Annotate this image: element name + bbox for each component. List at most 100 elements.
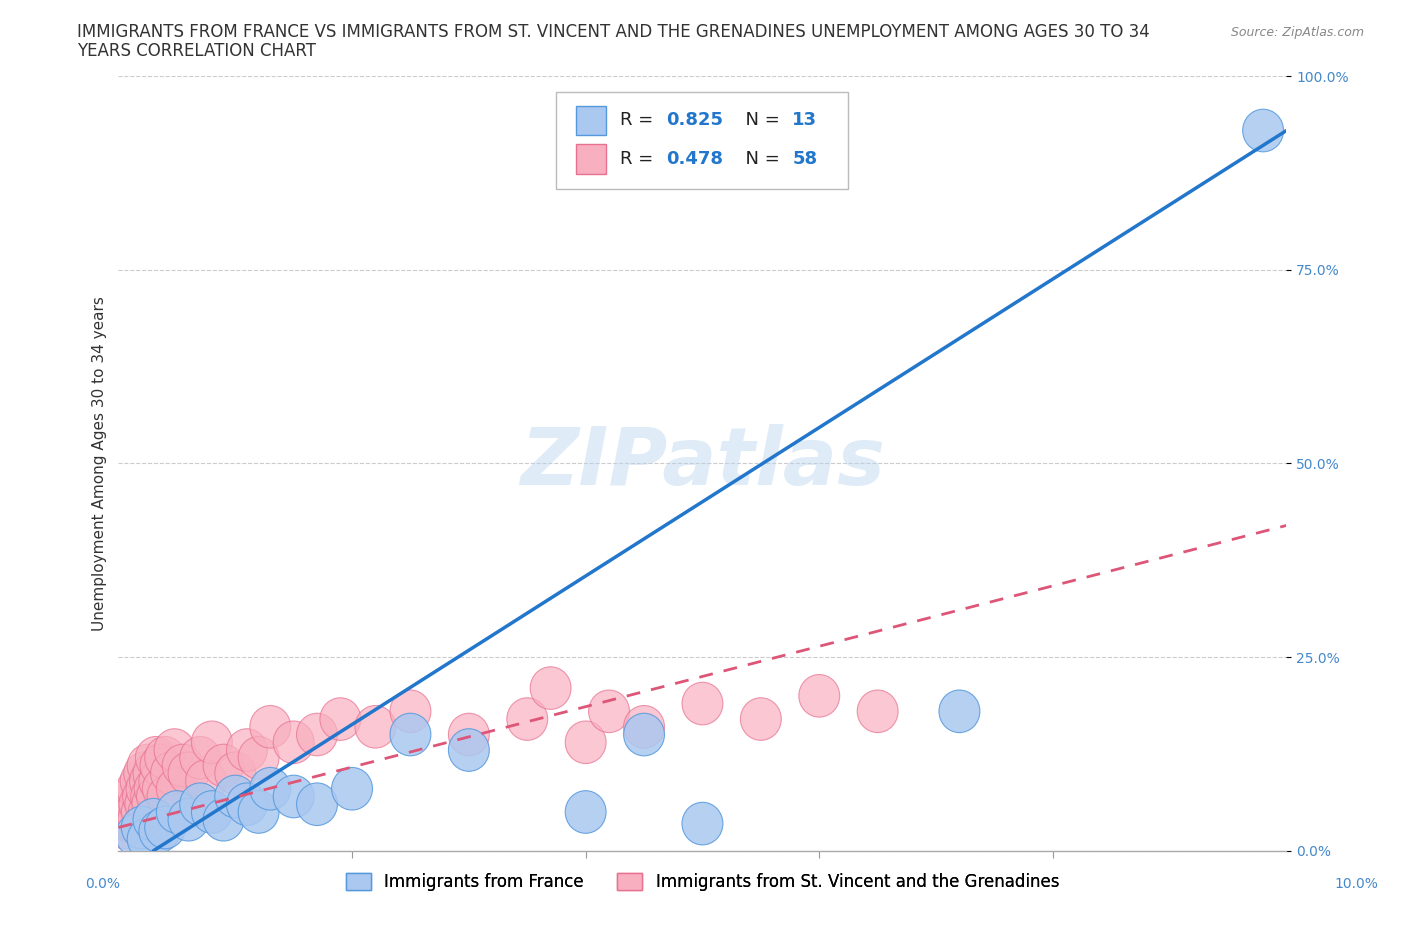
- Ellipse shape: [134, 752, 174, 794]
- Ellipse shape: [142, 767, 183, 810]
- Ellipse shape: [110, 783, 150, 826]
- Ellipse shape: [250, 767, 291, 810]
- Ellipse shape: [156, 790, 197, 833]
- Ellipse shape: [139, 760, 180, 803]
- Ellipse shape: [449, 729, 489, 771]
- Ellipse shape: [449, 713, 489, 756]
- Ellipse shape: [332, 767, 373, 810]
- Ellipse shape: [799, 674, 839, 717]
- Ellipse shape: [169, 799, 209, 841]
- Ellipse shape: [118, 799, 159, 841]
- FancyBboxPatch shape: [576, 144, 606, 174]
- Ellipse shape: [127, 767, 167, 810]
- Ellipse shape: [156, 767, 197, 810]
- FancyBboxPatch shape: [557, 92, 848, 189]
- Ellipse shape: [141, 744, 181, 787]
- Ellipse shape: [117, 767, 157, 810]
- Ellipse shape: [565, 790, 606, 833]
- Ellipse shape: [506, 698, 548, 740]
- Ellipse shape: [354, 706, 396, 748]
- Ellipse shape: [624, 713, 665, 756]
- Ellipse shape: [134, 767, 176, 810]
- Text: R =: R =: [620, 112, 658, 129]
- Ellipse shape: [624, 706, 665, 748]
- Ellipse shape: [129, 760, 170, 803]
- Ellipse shape: [180, 737, 221, 779]
- Ellipse shape: [132, 783, 173, 826]
- Ellipse shape: [191, 790, 232, 833]
- Ellipse shape: [682, 803, 723, 844]
- Ellipse shape: [273, 776, 314, 817]
- Ellipse shape: [107, 799, 148, 841]
- Ellipse shape: [530, 667, 571, 710]
- Ellipse shape: [122, 776, 163, 817]
- Text: N =: N =: [734, 112, 786, 129]
- Ellipse shape: [135, 737, 176, 779]
- Text: 13: 13: [793, 112, 817, 129]
- Ellipse shape: [121, 806, 162, 849]
- Ellipse shape: [104, 806, 145, 849]
- Ellipse shape: [169, 752, 209, 794]
- Text: 0.478: 0.478: [666, 150, 723, 168]
- Ellipse shape: [741, 698, 782, 740]
- Ellipse shape: [589, 690, 630, 733]
- Text: 58: 58: [793, 150, 817, 168]
- Ellipse shape: [191, 721, 232, 764]
- Ellipse shape: [215, 752, 256, 794]
- Ellipse shape: [115, 790, 156, 833]
- Ellipse shape: [202, 799, 245, 841]
- Ellipse shape: [107, 790, 148, 833]
- Ellipse shape: [297, 783, 337, 826]
- Text: N =: N =: [734, 150, 786, 168]
- Ellipse shape: [145, 806, 186, 849]
- Ellipse shape: [125, 783, 166, 826]
- Ellipse shape: [136, 776, 177, 817]
- Text: YEARS CORRELATION CHART: YEARS CORRELATION CHART: [77, 42, 316, 60]
- Ellipse shape: [180, 783, 221, 826]
- Text: Source: ZipAtlas.com: Source: ZipAtlas.com: [1230, 26, 1364, 39]
- Ellipse shape: [858, 690, 898, 733]
- Ellipse shape: [134, 799, 174, 841]
- Ellipse shape: [162, 744, 202, 787]
- Ellipse shape: [114, 776, 155, 817]
- Ellipse shape: [565, 721, 606, 764]
- Ellipse shape: [682, 683, 723, 724]
- Ellipse shape: [115, 814, 156, 857]
- Ellipse shape: [127, 744, 169, 787]
- Ellipse shape: [127, 817, 169, 860]
- Ellipse shape: [389, 690, 430, 733]
- Ellipse shape: [1243, 109, 1284, 152]
- Ellipse shape: [124, 752, 165, 794]
- Text: R =: R =: [620, 150, 658, 168]
- Ellipse shape: [238, 737, 278, 779]
- Ellipse shape: [297, 713, 337, 756]
- Text: 0.825: 0.825: [666, 112, 723, 129]
- Ellipse shape: [226, 783, 267, 826]
- Ellipse shape: [131, 776, 172, 817]
- Ellipse shape: [215, 776, 256, 817]
- Ellipse shape: [120, 760, 162, 803]
- Legend: Immigrants from France, Immigrants from St. Vincent and the Grenadines: Immigrants from France, Immigrants from …: [339, 867, 1066, 898]
- Ellipse shape: [155, 729, 195, 771]
- Ellipse shape: [273, 721, 314, 764]
- Ellipse shape: [112, 799, 153, 841]
- FancyBboxPatch shape: [576, 106, 606, 135]
- Ellipse shape: [148, 776, 188, 817]
- Y-axis label: Unemployment Among Ages 30 to 34 years: Unemployment Among Ages 30 to 34 years: [93, 296, 107, 631]
- Ellipse shape: [321, 698, 361, 740]
- Text: 0.0%: 0.0%: [86, 877, 120, 891]
- Ellipse shape: [121, 790, 162, 833]
- Ellipse shape: [202, 744, 245, 787]
- Text: 10.0%: 10.0%: [1334, 877, 1379, 891]
- Ellipse shape: [128, 790, 169, 833]
- Text: ZIPatlas: ZIPatlas: [520, 424, 884, 502]
- Ellipse shape: [939, 690, 980, 733]
- Ellipse shape: [238, 790, 278, 833]
- Ellipse shape: [186, 760, 226, 803]
- Ellipse shape: [120, 783, 160, 826]
- Ellipse shape: [389, 713, 430, 756]
- Ellipse shape: [145, 737, 186, 779]
- Text: IMMIGRANTS FROM FRANCE VS IMMIGRANTS FROM ST. VINCENT AND THE GRENADINES UNEMPLO: IMMIGRANTS FROM FRANCE VS IMMIGRANTS FRO…: [77, 23, 1150, 41]
- Ellipse shape: [250, 706, 291, 748]
- Ellipse shape: [139, 810, 180, 853]
